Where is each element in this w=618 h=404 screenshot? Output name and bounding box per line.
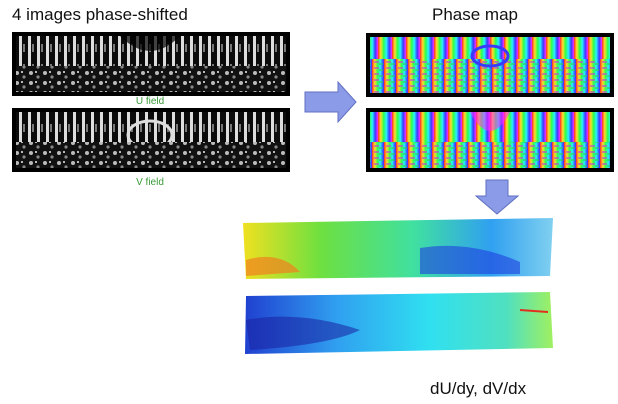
phase-map-u xyxy=(366,33,614,97)
left-title: 4 images phase-shifted xyxy=(12,5,188,24)
derivative-map-u xyxy=(243,218,553,279)
diagram: 4 images phase-shifted Phase map U field… xyxy=(0,0,618,404)
derivative-map-v xyxy=(245,292,553,354)
fringe-image-v xyxy=(12,108,290,172)
arrow-down xyxy=(476,180,518,214)
phase-map-v xyxy=(366,108,614,172)
arrow-right xyxy=(305,82,356,122)
bottom-caption: dU/dy, dV/dx xyxy=(430,379,527,398)
u-field-label: U field xyxy=(136,96,164,107)
v-field-label: V field xyxy=(136,177,164,188)
fringe-image-u xyxy=(12,32,290,96)
right-title: Phase map xyxy=(432,5,518,24)
